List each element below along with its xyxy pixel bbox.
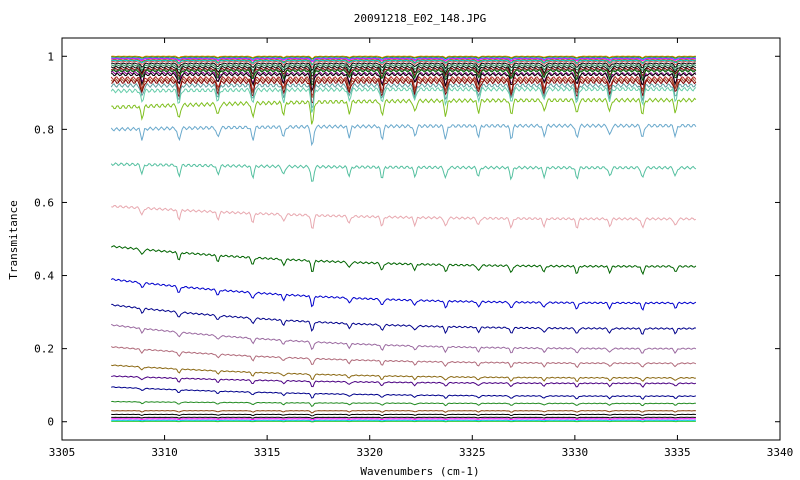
y-tick-label: 0.4 bbox=[34, 270, 54, 283]
y-axis: 0 0.2 0.4 0.6 0.8 1 bbox=[34, 50, 780, 429]
series-line bbox=[110, 323, 697, 354]
series-line bbox=[111, 79, 697, 104]
series-line bbox=[111, 303, 696, 335]
y-tick-label: 0 bbox=[47, 416, 54, 429]
series-line bbox=[110, 69, 697, 86]
x-axis-label: Wavenumbers (cm-1) bbox=[360, 465, 479, 478]
series-line bbox=[111, 97, 697, 125]
series-line bbox=[111, 59, 697, 66]
x-tick-label: 3320 bbox=[356, 446, 383, 459]
x-tick-label: 3315 bbox=[254, 446, 281, 459]
plot-frame bbox=[61, 37, 781, 441]
series-line bbox=[110, 245, 697, 276]
series-line bbox=[110, 123, 697, 147]
series-line bbox=[111, 416, 696, 419]
chart-title: 20091218_E02_148.JPG bbox=[354, 12, 486, 25]
series-line bbox=[111, 60, 697, 69]
series-line bbox=[111, 62, 696, 72]
series-line bbox=[111, 55, 696, 60]
series-line bbox=[111, 364, 696, 383]
x-tick-label: 3335 bbox=[664, 446, 691, 459]
series-line bbox=[111, 64, 697, 75]
y-tick-label: 1 bbox=[47, 50, 54, 63]
y-tick-label: 0.6 bbox=[34, 196, 54, 209]
y-tick-label: 0.8 bbox=[34, 123, 54, 136]
x-tick-label: 3325 bbox=[459, 446, 486, 459]
x-axis: 3305 3310 3315 3320 3325 3330 3335 3340 bbox=[49, 38, 794, 459]
series-line bbox=[110, 82, 697, 109]
series-line bbox=[111, 56, 696, 60]
series-line bbox=[110, 65, 697, 77]
series-line bbox=[111, 57, 696, 62]
series-line bbox=[111, 204, 697, 229]
series-line bbox=[111, 420, 696, 423]
series-layer bbox=[110, 55, 697, 423]
series-line bbox=[110, 86, 697, 113]
series-line bbox=[111, 410, 696, 414]
y-tick-label: 0.2 bbox=[34, 343, 54, 356]
series-line bbox=[111, 413, 696, 417]
series-line bbox=[111, 400, 696, 407]
x-tick-label: 3330 bbox=[562, 446, 589, 459]
series-line bbox=[110, 162, 697, 182]
x-tick-label: 3310 bbox=[151, 446, 178, 459]
series-line bbox=[110, 75, 697, 98]
series-line bbox=[111, 419, 696, 422]
series-line bbox=[110, 346, 697, 369]
series-line bbox=[111, 418, 696, 421]
series-line bbox=[110, 278, 697, 311]
x-tick-label: 3305 bbox=[49, 446, 76, 459]
series-line bbox=[111, 375, 697, 388]
series-line bbox=[111, 386, 697, 400]
series-line bbox=[111, 72, 697, 93]
series-line bbox=[111, 58, 696, 63]
y-axis-label: Transmitance bbox=[7, 200, 20, 279]
x-tick-label: 3340 bbox=[767, 446, 794, 459]
